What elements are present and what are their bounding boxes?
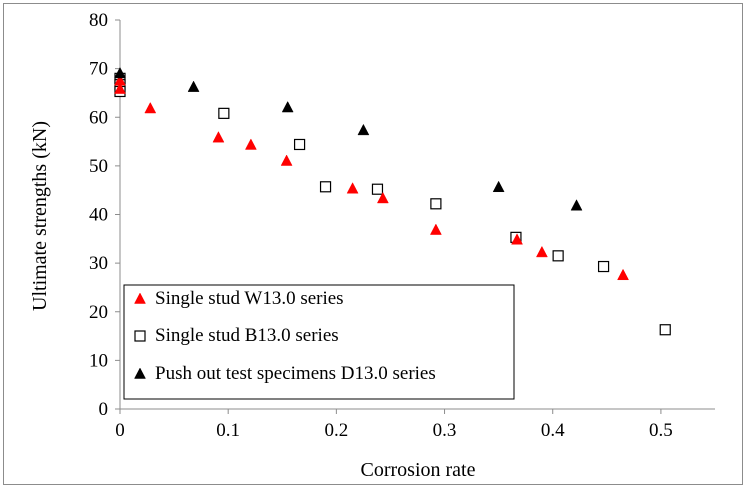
data-point	[535, 245, 548, 258]
data-point	[280, 154, 293, 166]
legend: Single stud W13.0 series Single stud B13.…	[123, 284, 515, 400]
x-tick-label: 0	[115, 420, 125, 441]
legend-marker	[134, 292, 146, 304]
data-point	[281, 100, 294, 113]
x-tick-label: 0.3	[433, 420, 457, 441]
x-tick-label: 0.5	[649, 420, 673, 441]
data-point	[597, 260, 610, 273]
data-point	[511, 233, 523, 245]
y-tick-label: 10	[89, 350, 108, 371]
legend-box	[123, 284, 515, 400]
data-point	[376, 191, 389, 204]
data-point	[430, 198, 442, 210]
y-tick-label: 60	[89, 107, 108, 128]
x-tick-label: 0.4	[541, 420, 565, 441]
y-tick-label: 20	[89, 302, 108, 323]
y-tick-label: 70	[89, 59, 108, 80]
legend-marker	[134, 367, 146, 379]
data-point	[218, 107, 230, 119]
y-tick-label: 40	[89, 205, 108, 226]
x-tick-label: 0.2	[324, 420, 348, 441]
data-point	[244, 138, 257, 150]
y-tick-label: 50	[89, 156, 108, 177]
x-axis-title: Corrosion rate	[361, 459, 476, 481]
data-point	[617, 268, 629, 281]
data-point	[346, 182, 359, 194]
y-tick-label: 0	[99, 399, 109, 420]
data-point	[492, 180, 505, 193]
legend-label: Push out test specimens D13.0 series	[155, 363, 436, 384]
y-tick-label: 30	[89, 253, 108, 274]
legend-marker	[134, 330, 146, 342]
data-point	[114, 66, 126, 79]
data-point	[552, 250, 564, 262]
x-axis: 0 0.1 0.2 0.3 0.4 0.5	[115, 408, 715, 441]
data-point	[187, 80, 200, 92]
data-point	[371, 183, 384, 195]
y-axis: 0 10 20 30 40 50 60 70 80	[89, 10, 121, 420]
x-tick-label: 0.1	[216, 420, 240, 441]
y-axis-title: Ultimate strengths (kN)	[29, 121, 51, 311]
data-point	[319, 181, 332, 193]
series-0	[114, 74, 629, 281]
data-point	[144, 101, 157, 114]
data-point	[570, 199, 583, 211]
legend-label: Single stud W13.0 series	[155, 288, 344, 309]
data-point	[357, 123, 370, 136]
data-point	[429, 223, 442, 235]
data-point	[659, 324, 671, 336]
data-points	[114, 66, 671, 336]
data-point	[293, 138, 306, 151]
data-point	[114, 82, 126, 94]
chart-frame	[3, 3, 743, 485]
series-2	[114, 66, 583, 211]
legend-label: Single stud B13.0 series	[155, 325, 339, 346]
data-point	[212, 131, 225, 143]
y-tick-label: 80	[89, 10, 108, 31]
